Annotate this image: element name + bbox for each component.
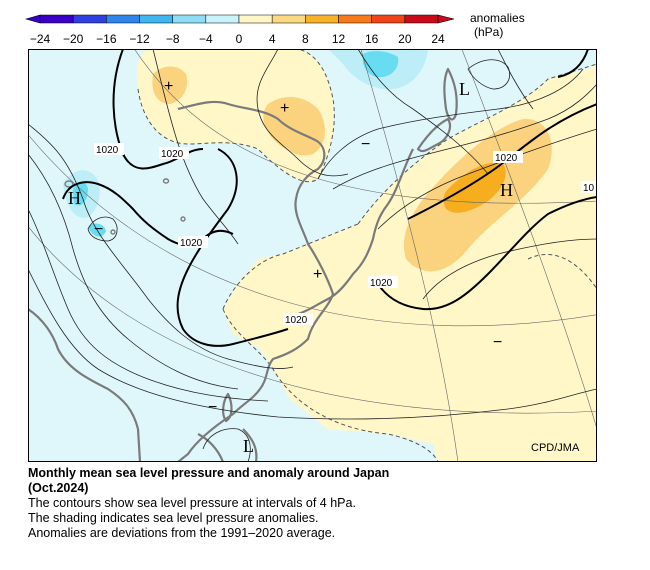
plus-mark: +	[280, 100, 289, 117]
colorbar-tick-label: 16	[365, 32, 379, 46]
minus-mark: −	[361, 136, 370, 153]
colorbar-segment	[205, 14, 240, 24]
isobar-label: 1020	[495, 153, 518, 164]
coastlines	[28, 67, 458, 462]
colorbar-segment	[305, 14, 339, 24]
negative-anomaly-mid	[362, 51, 399, 78]
colorbar-segment	[271, 14, 306, 24]
colorbar-tick-label: 4	[269, 32, 276, 46]
colorbar-segment	[371, 14, 406, 24]
colorbar-tick-label: 24	[431, 32, 445, 46]
isobar-label: 1020	[370, 278, 393, 289]
colorbar-segment	[72, 14, 107, 24]
isobar-label: 10	[583, 183, 595, 194]
minus-mark: −	[493, 334, 502, 351]
zero-anomaly-contours	[137, 49, 597, 462]
minus-mark: −	[208, 399, 217, 416]
caption-line: The contours show sea level pressure at …	[28, 496, 356, 510]
colorbar-arrow-right	[437, 14, 455, 24]
coast-west	[28, 308, 142, 462]
low-center-label: L	[459, 79, 470, 99]
colorbar-segment	[172, 14, 207, 24]
anomaly-marks: − − − − + + +	[94, 78, 502, 416]
isobar-label: 1020	[161, 149, 184, 160]
coast-sakhalin	[443, 67, 458, 121]
caption-line: Anomalies are deviations from the 1991–2…	[28, 526, 336, 540]
colorbar-segment	[338, 14, 372, 24]
positive-anomaly-strong	[443, 162, 506, 213]
pressure-centers: L H H L	[68, 79, 513, 456]
isobar-label: 1020	[180, 238, 203, 249]
coast-korea-china	[177, 100, 335, 462]
colorbar-tick-label: 20	[398, 32, 412, 46]
colorbar-ticks: −24 −20 −16 −12 −8 −4 0 4 8 12 16 20 24	[30, 32, 445, 46]
colorbar-tick-label: 8	[302, 32, 309, 46]
colorbar-unit: (hPa)	[474, 25, 504, 39]
anomaly-colorbar: −24 −20 −16 −12 −8 −4 0 4 8 12 16 20 24	[24, 14, 455, 46]
colorbar-tick-label: −4	[199, 32, 213, 46]
pressure-anomaly-map: 1020 1020 1020 1020 1020 1020 10 L H H L…	[28, 49, 597, 462]
colorbar-tick-label: −8	[166, 32, 180, 46]
coast-hokkaido	[416, 117, 452, 153]
colorbar-arrow-left	[24, 14, 41, 24]
colorbar-segments	[24, 14, 455, 24]
colorbar-segment	[404, 14, 439, 24]
high-center-label: H	[500, 180, 513, 200]
high-center-label: H	[68, 188, 81, 208]
colorbar-title: anomalies	[470, 11, 525, 25]
coast-taiwan	[222, 392, 233, 423]
minus-mark: −	[94, 221, 103, 238]
positive-anomaly-moderate-3	[152, 66, 188, 104]
positive-anomaly-moderate-2	[263, 97, 325, 156]
isobar-labels: 1020 1020 1020 1020 1020 1020 10	[94, 143, 597, 326]
figure-caption: Monthly mean sea level pressure and anom…	[28, 466, 628, 541]
low-center-label: L	[243, 436, 254, 456]
map-frame	[28, 49, 597, 462]
colorbar-segment	[39, 14, 74, 24]
colorbar-tick-label: 0	[236, 32, 243, 46]
colorbar-segment	[238, 14, 273, 24]
colorbar-segment	[139, 14, 173, 24]
caption-date: (Oct.2024)	[28, 481, 89, 495]
isobars-thin	[28, 49, 597, 462]
isobar-label: 1020	[285, 315, 308, 326]
isobar-label: 1020	[96, 145, 119, 156]
coast-philippines	[197, 428, 258, 462]
plus-mark: +	[313, 266, 322, 283]
colorbar-tick-label: −16	[96, 32, 117, 46]
colorbar-tick-label: −12	[129, 32, 150, 46]
colorbar-segment	[106, 14, 140, 24]
coast-japan	[297, 148, 414, 316]
colorbar-tick-label: −24	[30, 32, 51, 46]
credit-label: CPD/JMA	[531, 442, 580, 454]
plus-mark: +	[164, 78, 173, 95]
colorbar-tick-label: 12	[332, 32, 346, 46]
caption-line: The shading indicates sea level pressure…	[28, 511, 319, 525]
colorbar-tick-label: −20	[63, 32, 84, 46]
caption-title: Monthly mean sea level pressure and anom…	[28, 466, 390, 480]
lakes	[64, 178, 186, 235]
